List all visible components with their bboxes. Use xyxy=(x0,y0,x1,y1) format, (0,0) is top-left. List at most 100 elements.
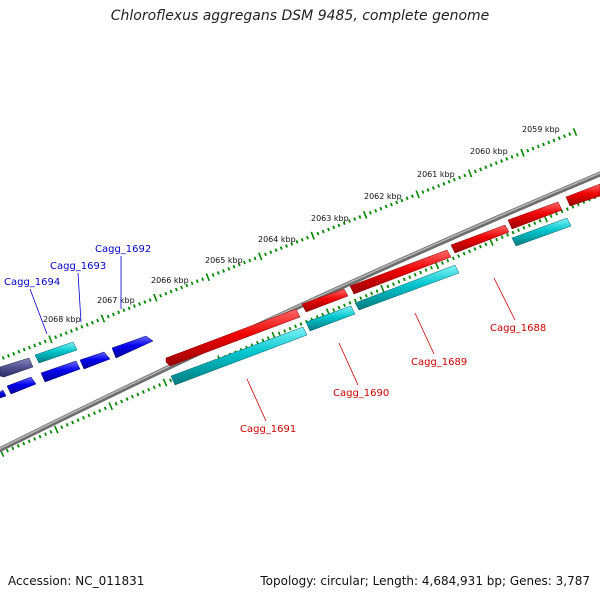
gene-label-cagg-1692[interactable]: Cagg_1692 xyxy=(95,244,151,255)
gene-label-cagg-1693[interactable]: Cagg_1693 xyxy=(50,261,106,272)
outer-ruler-tick xyxy=(505,157,509,161)
inner-ruler-tick xyxy=(130,394,134,399)
inner-ruler-tick xyxy=(65,423,69,427)
gene-label-cagg-1691[interactable]: Cagg_1691 xyxy=(240,424,296,435)
inner-ruler-tick xyxy=(44,432,47,437)
inner-ruler-tick xyxy=(391,282,395,286)
gene-arrow-cagg-1692[interactable] xyxy=(111,335,154,359)
gene-arrow-cagg-1688[interactable] xyxy=(450,224,510,254)
gene-arrow-cagg-1689[interactable] xyxy=(349,249,452,295)
outer-ruler-tick xyxy=(185,283,189,288)
outer-ruler-tick xyxy=(38,341,42,346)
inner-ruler-tick xyxy=(49,430,53,434)
leader-cagg-1689 xyxy=(414,312,435,355)
inner-ruler-tick xyxy=(294,324,298,329)
outer-ruler-tick xyxy=(64,331,68,335)
outer-ruler-tick xyxy=(348,219,351,223)
outer-ruler-tick xyxy=(520,148,525,157)
outer-ruler-tick xyxy=(85,322,89,327)
inner-ruler-tick xyxy=(87,413,91,418)
gene-arrow-purple-1[interactable] xyxy=(0,357,34,378)
outer-ruler-tick xyxy=(557,136,561,141)
outer-ruler-tick xyxy=(69,329,73,333)
inner-ruler-tick xyxy=(98,408,102,413)
outer-ruler-tick xyxy=(437,184,441,188)
label-leader-lines xyxy=(29,256,516,422)
inner-ruler-tick xyxy=(473,247,477,251)
gene-arrow-cagg-1690[interactable] xyxy=(301,288,349,313)
inner-ruler-tick xyxy=(359,296,363,301)
outer-ruler-tick xyxy=(117,310,121,315)
outer-ruler-tick xyxy=(447,179,451,184)
outer-ruler-tick xyxy=(421,190,425,194)
outer-ruler-tick xyxy=(153,293,158,302)
outer-ruler-tick xyxy=(531,146,535,151)
inner-ruler-tick xyxy=(321,312,325,317)
inner-ruler-tick xyxy=(424,268,428,272)
blue-genes[interactable] xyxy=(0,335,154,399)
inner-ruler-tick xyxy=(125,397,129,401)
forward-strand-genes[interactable] xyxy=(165,183,600,367)
outer-ruler-tick xyxy=(415,190,420,199)
gene-arrow-red-5[interactable] xyxy=(507,201,563,230)
gene-arrow-cagg-1693[interactable] xyxy=(79,351,111,370)
inner-ruler-tick xyxy=(457,254,461,258)
outer-ruler-tick xyxy=(111,312,115,317)
outer-ruler-tick xyxy=(180,285,184,290)
inner-ruler-tick xyxy=(364,294,368,298)
inner-ruler-tick xyxy=(120,399,124,404)
inner-ruler-tick xyxy=(103,406,107,411)
outer-ruler-tick xyxy=(148,298,152,302)
gene-arrow-cagg-1694[interactable] xyxy=(40,360,81,383)
outer-ruler-tick xyxy=(28,345,31,350)
inner-ruler-tick xyxy=(332,308,336,312)
outer-ruler-tick xyxy=(43,339,47,344)
gene-label-cagg-1689[interactable]: Cagg_1689 xyxy=(411,357,467,368)
inner-ruler-tick xyxy=(549,214,553,218)
reverse-strand-genes[interactable] xyxy=(34,217,572,386)
outer-ruler-tick xyxy=(122,308,126,313)
inner-ruler-tick xyxy=(108,402,114,411)
inner-ruler-tick xyxy=(283,329,287,333)
outer-ruler-tick xyxy=(337,223,341,228)
outer-ruler-tick xyxy=(479,167,483,172)
inner-ruler-tick xyxy=(22,441,26,446)
outer-ruler-tick xyxy=(269,250,273,255)
outer-ruler-tick xyxy=(222,269,225,273)
outer-ruler-tick xyxy=(205,273,211,282)
outer-ruler-tick xyxy=(159,293,163,298)
gene-arrow-cagg-1691[interactable] xyxy=(165,308,301,367)
outer-ruler-tick xyxy=(500,159,504,163)
gene-arrow-cyan-2[interactable] xyxy=(305,305,356,332)
gene-arrow-cyan-1[interactable] xyxy=(170,326,308,386)
gene-label-cagg-1690[interactable]: Cagg_1690 xyxy=(333,388,389,399)
outer-ruler-tick xyxy=(100,314,106,323)
inner-ruler-tick xyxy=(16,444,20,448)
outer-ruler-tick xyxy=(1,356,5,360)
gene-arrow-blue-4[interactable] xyxy=(6,376,37,395)
inner-ruler-tick xyxy=(136,392,140,397)
outer-ruler-tick xyxy=(547,140,551,145)
ruler-label-2061: 2061 kbp xyxy=(417,170,455,179)
outer-ruler-tick xyxy=(279,246,283,250)
inner-ruler-tick xyxy=(522,226,526,230)
inner-ruler-tick xyxy=(478,244,482,249)
gene-arrow-cyan-3[interactable] xyxy=(354,264,460,311)
outer-ruler-tick xyxy=(384,204,388,209)
inner-ruler-tick xyxy=(76,418,80,422)
outer-ruler-tick xyxy=(515,152,519,157)
ruler-label-2067: 2067 kbp xyxy=(97,296,135,305)
gene-arrow-red-6[interactable] xyxy=(565,183,600,207)
gene-arrow-cyan-5[interactable] xyxy=(34,341,78,364)
inner-ruler-tick xyxy=(5,448,9,453)
inner-ruler-tick xyxy=(60,425,64,430)
gene-arrow-cyan-4[interactable] xyxy=(511,217,572,247)
outer-ruler-tick xyxy=(22,347,26,352)
gene-label-cagg-1694[interactable]: Cagg_1694 xyxy=(4,277,60,288)
outer-ruler-tick xyxy=(426,188,430,192)
gene-label-cagg-1688[interactable]: Cagg_1688 xyxy=(490,323,546,334)
gene-arrow-blue-5[interactable] xyxy=(0,389,7,399)
outer-ruler-tick xyxy=(368,210,372,215)
outer-ruler-tick xyxy=(90,320,94,325)
